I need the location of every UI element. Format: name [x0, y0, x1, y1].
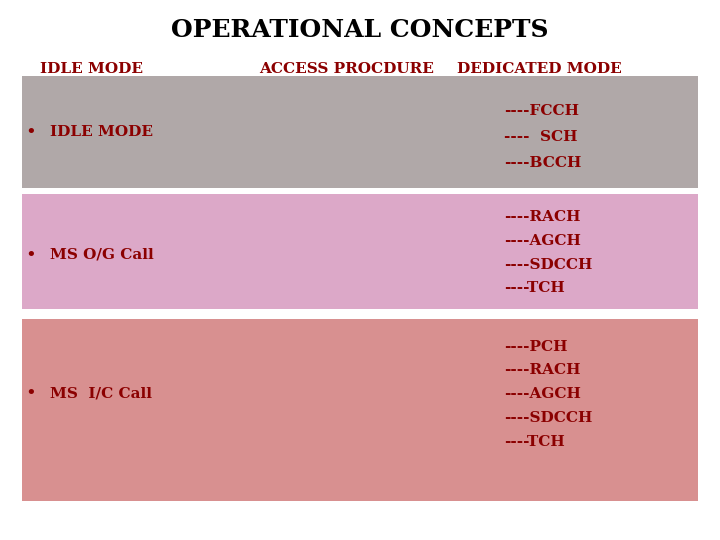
Text: ----FCCH: ----FCCH [504, 104, 579, 118]
Text: ----  SCH: ---- SCH [504, 130, 577, 144]
Text: IDLE MODE: IDLE MODE [40, 62, 143, 76]
Text: ----RACH: ----RACH [504, 210, 580, 224]
Text: ----RACH: ----RACH [504, 363, 580, 377]
Text: ----SDCCH: ----SDCCH [504, 258, 593, 272]
Text: IDLE MODE: IDLE MODE [50, 125, 153, 139]
Text: •: • [25, 123, 36, 141]
Text: •: • [25, 384, 36, 402]
Text: ----AGCH: ----AGCH [504, 234, 581, 248]
Text: OPERATIONAL CONCEPTS: OPERATIONAL CONCEPTS [171, 18, 549, 42]
Text: MS O/G Call: MS O/G Call [50, 248, 154, 262]
Text: ----BCCH: ----BCCH [504, 156, 581, 170]
Text: ----TCH: ----TCH [504, 281, 564, 295]
Text: ----SDCCH: ----SDCCH [504, 411, 593, 425]
Text: ----PCH: ----PCH [504, 340, 567, 354]
Bar [22, 319, 698, 501]
Bar [22, 76, 698, 188]
Bar [22, 194, 698, 309]
Text: DEDICATED MODE: DEDICATED MODE [457, 62, 622, 76]
Text: •: • [25, 246, 36, 264]
Text: MS  I/C Call: MS I/C Call [50, 386, 153, 400]
Text: ----AGCH: ----AGCH [504, 387, 581, 401]
Text: ACCESS PROCDURE: ACCESS PROCDURE [259, 62, 434, 76]
Text: ----TCH: ----TCH [504, 435, 564, 449]
